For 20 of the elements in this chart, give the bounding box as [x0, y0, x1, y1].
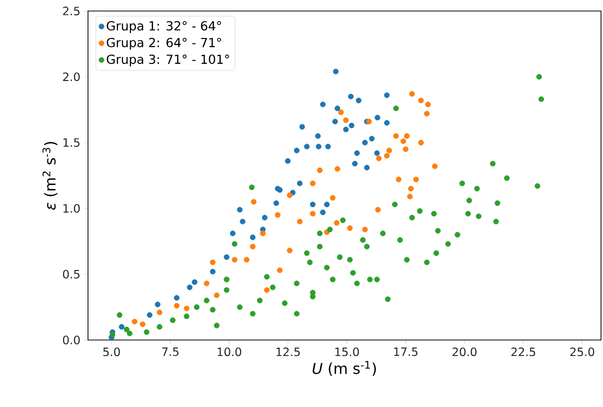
legend-label: Grupa 2: 64° - 71° [106, 38, 222, 50]
y-tick-label: 2.0 [63, 72, 80, 82]
x-axis-title: U (m s$^{-1}$) [312, 361, 376, 376]
y-tick-label: 1.0 [64, 204, 80, 213]
x-tick-label: 20.0 [452, 348, 477, 356]
y-tick-label: 0.0 [63, 336, 80, 344]
y-tick-label: 1.5 [64, 138, 80, 147]
y-tick-label: 0.5 [63, 270, 80, 279]
x-tick-label: 25.0 [570, 348, 594, 356]
x-tick-label: 10.0 [218, 348, 242, 356]
legend-label: Grupa 1: 32° - 64° [106, 21, 222, 33]
x-tick-label: 5.0 [103, 348, 120, 356]
x-tick-label: 7.5 [162, 348, 178, 356]
x-tick-label: 22.5 [511, 348, 536, 356]
x-tick-label: 17.5 [394, 348, 418, 356]
legend-label: Grupa 3: 71° - 101° [106, 54, 229, 66]
y-tick-label: 2.5 [63, 6, 80, 16]
x-tick-label: 12.5 [276, 348, 300, 356]
x-tick-label: 15.0 [335, 348, 359, 356]
y-axis-title: ε (m$^{2}$ s$^{-3}$) [42, 142, 58, 210]
